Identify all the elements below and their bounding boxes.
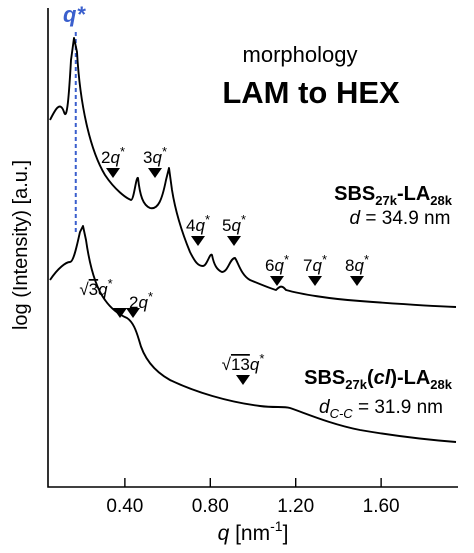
peak-marker-s1-2	[191, 236, 205, 246]
series-hex-curve	[49, 225, 457, 443]
peak-marker-s1-0	[106, 168, 120, 178]
x-tick-label-0: 0.40	[106, 496, 143, 517]
series2-name: SBS27k(cl)-LA28k	[304, 367, 453, 392]
peak-marker-s1-4	[270, 276, 284, 286]
x-tick-label-3: 1.60	[363, 496, 400, 517]
header-line2: LAM to HEX	[222, 75, 400, 110]
peak-marker-s2-1	[126, 308, 140, 318]
peak-label-s1-2: 4q*	[186, 212, 210, 235]
peak-markers: 2q* 3q* 4q* 5q* 6q* 7q* 8q* √3q* 2q* √13q*	[79, 144, 369, 385]
peak-label-s1-6: 8q*	[345, 252, 369, 275]
x-tick-label-1: 0.80	[192, 496, 229, 517]
peak-label-s1-1: 3q*	[143, 144, 167, 167]
series-lam-curve	[49, 37, 457, 308]
peak-marker-s1-5	[308, 276, 322, 286]
peak-marker-s2-0	[113, 308, 127, 318]
series1-name: SBS27k-LA28k	[334, 183, 453, 208]
peak-marker-s1-1	[148, 168, 162, 178]
peak-marker-s1-6	[350, 276, 364, 286]
x-ticks: 0.40 0.80 1.20 1.60	[106, 478, 400, 517]
series2-param: dC-C = 31.9 nm	[319, 397, 443, 421]
plot-frame	[47, 8, 458, 488]
x-axis-label: q [nm-1]	[218, 518, 289, 545]
x-tick-label-2: 1.20	[277, 496, 314, 517]
peak-label-s2-2: √13q*	[222, 351, 265, 374]
peak-label-s2-0: √3q*	[79, 276, 112, 299]
peak-label-s1-0: 2q*	[101, 144, 125, 167]
header-line1: morphology	[243, 42, 358, 67]
y-axis-label: log (Intensity) [a.u.]	[10, 160, 32, 330]
qstar-label: q*	[63, 2, 86, 27]
series1-param: d = 34.9 nm	[350, 208, 451, 229]
peak-label-s1-3: 5q*	[222, 212, 246, 235]
peak-marker-s2-2	[236, 375, 250, 385]
peak-label-s2-1: 2q*	[129, 289, 153, 312]
peak-marker-s1-3	[227, 236, 241, 246]
peak-label-s1-5: 7q*	[303, 252, 327, 275]
peak-label-s1-4: 6q*	[265, 252, 289, 275]
